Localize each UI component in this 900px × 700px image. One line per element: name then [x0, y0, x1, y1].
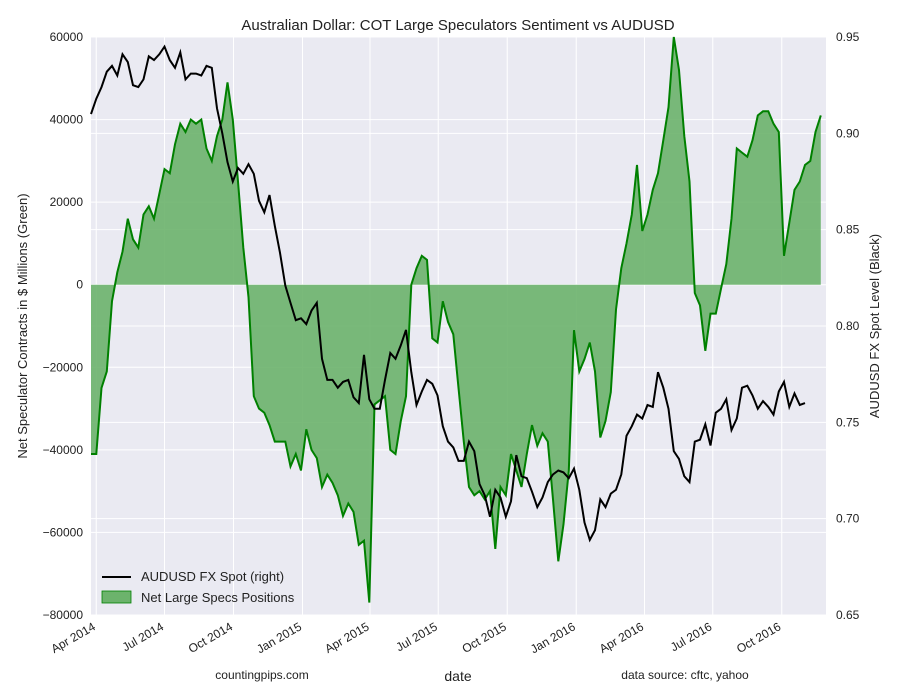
right-tick-label: 0.80	[836, 319, 860, 333]
right-tick-label: 0.70	[836, 512, 860, 526]
x-tick-label: Apr 2014	[49, 619, 98, 656]
right-tick-label: 0.65	[836, 608, 860, 622]
x-tick-label: Oct 2015	[460, 619, 509, 656]
x-tick-label: Jan 2016	[528, 619, 578, 656]
left-tick-label: −80000	[43, 608, 84, 622]
right-y-ticks: 0.95 0.90 0.85 0.80 0.75 0.70 0.65	[836, 30, 860, 622]
right-axis-label: AUDUSD FX Spot Level (Black)	[867, 234, 882, 418]
left-tick-label: −40000	[43, 443, 84, 457]
left-tick-label: 60000	[50, 30, 84, 44]
legend-label-audusd: AUDUSD FX Spot (right)	[141, 569, 284, 584]
x-tick-label: Apr 2016	[597, 619, 646, 656]
x-tick-label: Jul 2015	[393, 619, 440, 654]
left-tick-label: −20000	[43, 360, 84, 374]
footer-right: data source: cftc, yahoo	[621, 668, 749, 682]
chart-title: Australian Dollar: COT Large Speculators…	[241, 17, 674, 34]
x-tick-label: Apr 2015	[322, 619, 371, 656]
x-tick-label: Jul 2016	[668, 619, 715, 654]
audusd-line	[90, 44, 806, 543]
right-tick-label: 0.75	[836, 415, 860, 429]
left-tick-label: −60000	[43, 525, 84, 539]
right-tick-label: 0.90	[836, 126, 860, 140]
legend: AUDUSD FX Spot (right) Net Large Specs P…	[101, 569, 295, 605]
left-tick-label: 0	[76, 278, 83, 292]
speculator-line	[91, 36, 822, 603]
audusd-polyline	[90, 44, 806, 543]
legend-area-swatch	[101, 590, 132, 604]
left-y-ticks: 60000 40000 20000 0 −20000 −40000 −60000 −80000	[43, 30, 84, 622]
footer-left: countingpips.com	[215, 668, 308, 682]
right-tick-label: 0.95	[836, 30, 860, 44]
left-axis-label: Net Speculator Contracts in $ Millions (…	[15, 193, 30, 458]
x-axis-label: date	[444, 668, 471, 684]
left-tick-label: 20000	[50, 195, 84, 209]
x-tick-label: Oct 2016	[734, 619, 783, 656]
right-tick-label: 0.85	[836, 223, 860, 237]
speculator-area-fill	[91, 37, 821, 603]
legend-label-specs: Net Large Specs Positions	[141, 590, 295, 605]
left-tick-label: 40000	[50, 113, 84, 127]
x-tick-label: Jul 2014	[120, 619, 167, 654]
x-tick-label: Oct 2014	[186, 619, 235, 656]
x-ticks: Apr 2014 Jul 2014 Oct 2014 Jan 2015 Apr 2015…	[49, 619, 784, 656]
speculator-area	[91, 36, 822, 603]
x-tick-label: Jan 2015	[254, 619, 304, 656]
